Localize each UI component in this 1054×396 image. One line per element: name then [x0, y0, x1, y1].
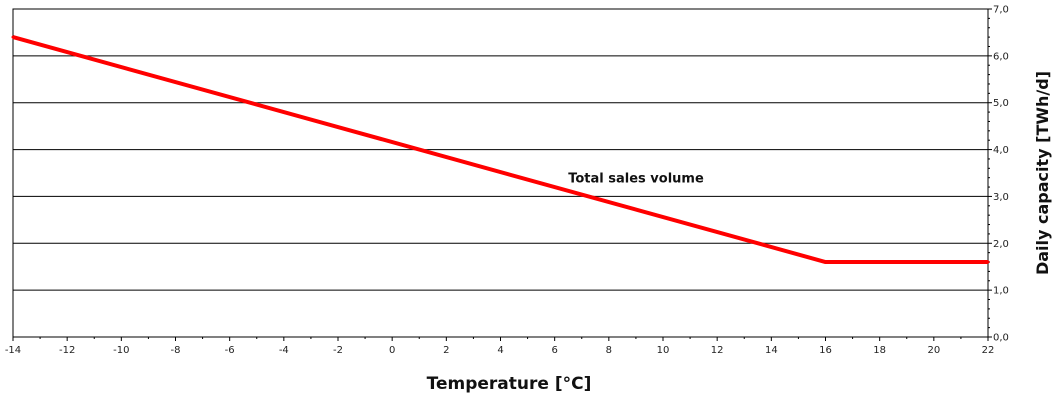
x-axis-ticks: -14 -12 -10 -8 -6 -4 -2 0 2 4 6 8 10 12 14 16 18 20 22: [5, 337, 995, 356]
series-layer: [11, 35, 990, 265]
y-tick-label: 2,0: [993, 239, 1009, 250]
series-annotation: Total sales volume: [568, 171, 704, 186]
x-tick-label: -12: [59, 345, 75, 356]
y-axis-ticks: 0,0 1,0 2,0 3,0 4,0 5,0 6,0 7,0: [988, 5, 1009, 344]
y-tick-label: 4,0: [993, 145, 1009, 156]
y-tick-label: 6,0: [993, 51, 1009, 62]
x-tick-label: 10: [657, 345, 670, 356]
x-tick-label: 22: [982, 345, 995, 356]
y-tick-label: 0,0: [993, 333, 1009, 344]
y-tick-label: 7,0: [993, 5, 1009, 16]
x-tick-label: 4: [497, 345, 503, 356]
x-tick-label: 16: [819, 345, 832, 356]
x-tick-label: 20: [927, 345, 940, 356]
x-tick-label: -8: [171, 345, 181, 356]
y-axis-title: Daily capacity [TWh/d]: [1033, 71, 1052, 275]
y-tick-label: 1,0: [993, 286, 1009, 297]
data-point: [11, 35, 15, 39]
x-tick-label: -10: [113, 345, 129, 356]
x-tick-label: -14: [5, 345, 21, 356]
x-tick-label: -4: [279, 345, 289, 356]
x-tick-label: 2: [443, 345, 449, 356]
y-tick-label: 5,0: [993, 98, 1009, 109]
x-tick-label: 8: [606, 345, 612, 356]
data-point: [824, 260, 827, 264]
x-tick-label: 6: [551, 345, 557, 356]
x-tick-label: -6: [225, 345, 235, 356]
x-axis-title: Temperature [°C]: [427, 374, 592, 394]
data-point: [986, 260, 990, 264]
x-tick-label: 14: [765, 345, 778, 356]
x-tick-label: 0: [389, 345, 395, 356]
x-tick-label: -2: [333, 345, 343, 356]
y-tick-label: 3,0: [993, 192, 1009, 203]
gridlines: [13, 55, 988, 291]
x-tick-label: 12: [711, 345, 724, 356]
x-tick-label: 18: [873, 345, 886, 356]
